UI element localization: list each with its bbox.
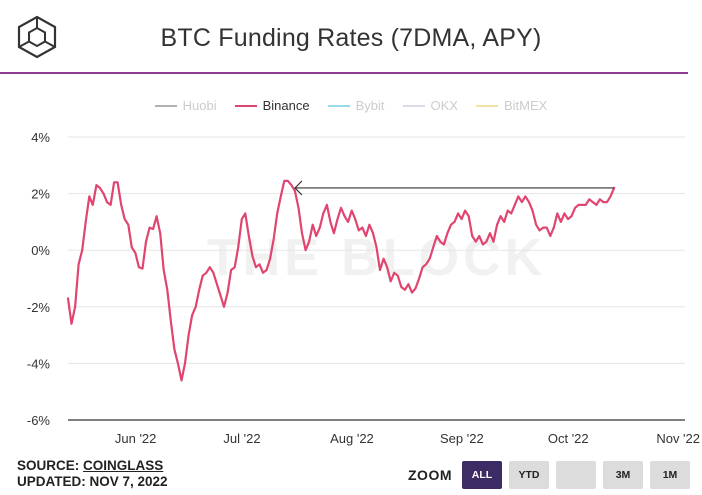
zoom-1m-button[interactable]: 1M xyxy=(650,461,690,489)
legend-item-bitmex[interactable]: BitMEX xyxy=(475,98,548,113)
legend-label-huobi: Huobi xyxy=(182,98,217,113)
updated-line: UPDATED: NOV 7, 2022 xyxy=(17,474,168,489)
legend-label-binance: Binance xyxy=(262,98,310,113)
chart-legend: Huobi Binance Bybit OKX BitMEX xyxy=(0,98,702,113)
legend-item-bybit[interactable]: Bybit xyxy=(327,98,385,113)
source-link[interactable]: COINGLASS xyxy=(83,458,164,473)
annotation-arrow-head xyxy=(294,180,303,196)
legend-item-huobi[interactable]: Huobi xyxy=(154,98,217,113)
chart-title: BTC Funding Rates (7DMA, APY) xyxy=(160,24,542,52)
y-tick-label: 0% xyxy=(31,243,50,258)
the-block-logo-icon xyxy=(17,15,57,59)
title-divider xyxy=(0,72,688,74)
legend-item-okx[interactable]: OKX xyxy=(402,98,458,113)
legend-swatch-binance xyxy=(234,104,257,107)
legend-label-bybit: Bybit xyxy=(355,98,385,113)
zoom-ytd-button[interactable]: YTD xyxy=(509,461,549,489)
zoom-controls: ZOOM ALL YTD 3M 1M xyxy=(408,461,697,489)
x-tick-label: Jun '22 xyxy=(115,431,157,446)
legend-swatch-okx xyxy=(402,104,425,107)
zoom-blank-button[interactable] xyxy=(556,461,596,489)
legend-item-binance[interactable]: Binance xyxy=(234,98,310,113)
x-tick-label: Oct '22 xyxy=(548,431,589,446)
x-tick-label: Jul '22 xyxy=(223,431,260,446)
x-tick-label: Sep '22 xyxy=(440,431,484,446)
source-prefix: SOURCE: xyxy=(17,458,84,473)
y-tick-label: -4% xyxy=(27,356,51,371)
legend-swatch-bybit xyxy=(327,104,350,107)
legend-swatch-huobi xyxy=(154,104,177,107)
y-tick-label: 2% xyxy=(31,187,50,202)
legend-label-bitmex: BitMEX xyxy=(503,98,548,113)
y-tick-label: -6% xyxy=(27,413,51,428)
series-line-binance xyxy=(66,179,616,382)
y-tick-label: -2% xyxy=(27,300,51,315)
legend-swatch-bitmex xyxy=(475,104,498,107)
y-tick-label: 4% xyxy=(31,130,50,145)
x-tick-label: Nov '22 xyxy=(656,431,700,446)
zoom-label: ZOOM xyxy=(408,467,452,483)
legend-label-okx: OKX xyxy=(430,98,458,113)
x-tick-label: Aug '22 xyxy=(330,431,374,446)
zoom-3m-button[interactable]: 3M xyxy=(603,461,643,489)
source-line: SOURCE: COINGLASS xyxy=(17,458,168,474)
footer-source: SOURCE: COINGLASS UPDATED: NOV 7, 2022 xyxy=(17,458,168,490)
zoom-all-button[interactable]: ALL xyxy=(462,461,502,489)
